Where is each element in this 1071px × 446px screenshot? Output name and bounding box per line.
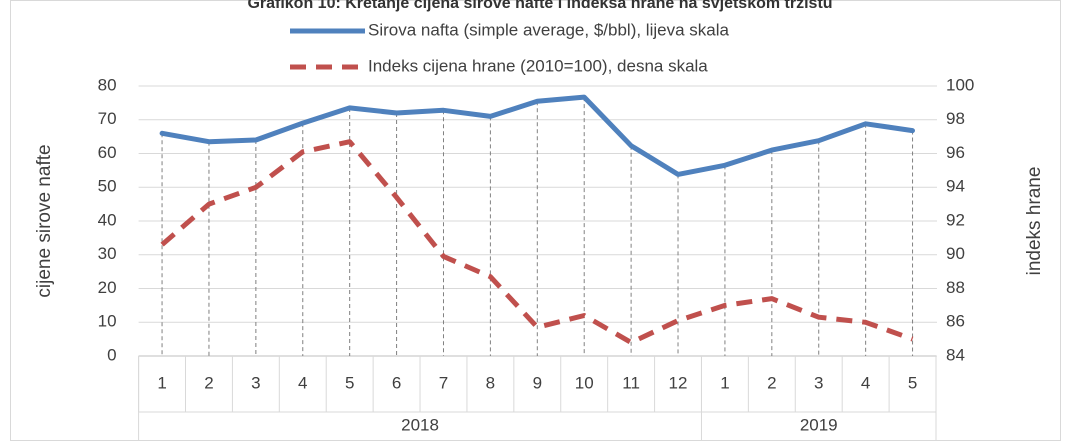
x-tick-label: 5	[345, 373, 354, 392]
x-tick-label: 1	[157, 373, 166, 392]
legend-label: Indeks cijena hrane (2010=100), desna sk…	[368, 56, 708, 75]
y2-tick-label: 88	[946, 278, 965, 297]
x-tick-label: 3	[251, 373, 260, 392]
x-tick-label: 8	[486, 373, 495, 392]
legend-label: Sirova nafta (simple average, $/bbl), li…	[368, 20, 729, 39]
y2-tick-label: 92	[946, 210, 965, 229]
y2-tick-label: 90	[946, 244, 965, 263]
y2-axis-title: indeks hrane	[1024, 167, 1045, 276]
x-tick-label: 4	[861, 373, 870, 392]
y-tick-label: 0	[107, 345, 116, 364]
x-tick-label: 9	[533, 373, 542, 392]
x-tick-label: 5	[908, 373, 917, 392]
x-tick-label: 11	[622, 373, 640, 392]
chart-title: Grafikon 10: Kretanje cijena sirove naft…	[247, 0, 832, 12]
x-tick-label: 6	[392, 373, 401, 392]
y-tick-label: 70	[98, 109, 117, 128]
y-tick-label: 20	[98, 278, 117, 297]
x-tick-label: 3	[814, 373, 823, 392]
series-line	[160, 139, 914, 345]
y2-tick-label: 84	[946, 345, 965, 364]
y2-tick-label: 96	[946, 143, 965, 162]
y-tick-label: 50	[98, 177, 117, 196]
y2-tick-label: 98	[946, 109, 965, 128]
x-tick-label: 4	[298, 373, 307, 392]
y-tick-label: 10	[98, 312, 117, 331]
y-tick-label: 30	[98, 244, 117, 263]
y-tick-label: 60	[98, 143, 117, 162]
series-line	[159, 94, 915, 177]
y-tick-label: 40	[98, 210, 117, 229]
x-tick-label: 10	[575, 373, 594, 392]
x-tick-label: 2	[767, 373, 776, 392]
x-tick-label: 12	[669, 373, 688, 392]
year-label: 2018	[401, 415, 439, 434]
y2-tick-label: 86	[946, 312, 965, 331]
y-axis-title: cijene sirove nafte	[34, 144, 55, 297]
y2-tick-label: 100	[946, 75, 974, 94]
x-tick-label: 7	[439, 373, 448, 392]
year-label: 2019	[800, 415, 838, 434]
y2-tick-label: 94	[946, 177, 965, 196]
x-tick-label: 1	[720, 373, 729, 392]
y-tick-label: 80	[98, 75, 117, 94]
x-tick-label: 2	[204, 373, 213, 392]
